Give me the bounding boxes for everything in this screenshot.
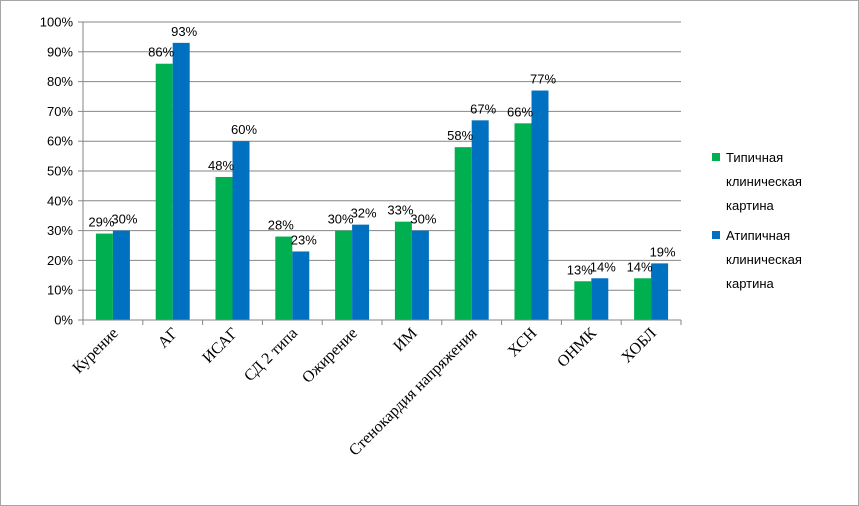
y-tick-label: 20% [47, 253, 73, 268]
data-label: 93% [171, 24, 197, 39]
data-label: 14% [590, 259, 616, 274]
y-axis: 0% 10% 20% 30% 40% 50% 60% 70% 80% 90% 100% [40, 15, 84, 328]
y-tick-label: 10% [47, 283, 73, 298]
bar [574, 281, 592, 320]
y-tick-label: 80% [47, 74, 73, 89]
x-tick-label: ИСАГ [199, 325, 241, 367]
bar [634, 278, 652, 320]
legend-label: Типичная [726, 150, 783, 165]
bar [112, 230, 130, 320]
data-label: 30% [111, 212, 137, 227]
legend-label: клиническая [726, 252, 802, 267]
bar [454, 147, 472, 320]
data-label: 23% [291, 232, 317, 247]
y-tick-label: 60% [47, 134, 73, 149]
x-tick-label: ОНМК [554, 325, 600, 371]
data-label: 58% [447, 128, 473, 143]
bar [95, 233, 113, 320]
data-label: 48% [208, 158, 234, 173]
x-tick-label: Стенокардия напряжения [346, 324, 481, 459]
data-label: 29% [88, 215, 114, 230]
data-label: 13% [567, 262, 593, 277]
y-tick-label: 0% [54, 313, 73, 328]
y-tick-label: 30% [47, 223, 73, 238]
x-tick-label: Ожирение [299, 325, 361, 387]
bar [172, 42, 190, 321]
data-label: 60% [231, 122, 257, 137]
bar [471, 120, 489, 320]
bar [335, 230, 353, 320]
y-tick-label: 50% [47, 164, 73, 179]
y-tick-label: 70% [47, 104, 73, 119]
legend-label: клиническая [726, 174, 802, 189]
bar [232, 141, 250, 320]
legend-swatch [712, 231, 720, 239]
data-label: 77% [530, 72, 556, 87]
bar [292, 251, 310, 320]
x-tick-label: ИМ [390, 325, 420, 355]
data-label: 32% [351, 206, 377, 221]
bar [155, 63, 173, 320]
legend-swatch [712, 153, 720, 161]
data-label: 28% [268, 218, 294, 233]
bar [514, 123, 532, 320]
bar [531, 90, 549, 320]
x-tick-label: ХСН [505, 324, 541, 360]
data-label: 86% [148, 45, 174, 60]
bar [352, 224, 370, 320]
bar [394, 221, 412, 320]
x-tick-label: ХОБЛ [618, 325, 660, 367]
data-label: 30% [410, 212, 436, 227]
x-tick-label: Курение [70, 325, 122, 377]
legend-label: Атипичная [726, 228, 790, 243]
bar [215, 176, 233, 320]
bars [95, 42, 669, 321]
legend: Типичная клиническая картина Атипичная клини… [712, 150, 802, 291]
x-tick-label: АГ [155, 325, 182, 352]
y-tick-label: 40% [47, 193, 73, 208]
data-label: 19% [650, 244, 676, 259]
x-tick-label: СД 2 типа [241, 325, 301, 385]
data-label: 33% [387, 203, 413, 218]
data-label: 14% [627, 259, 653, 274]
legend-label: картина [726, 276, 775, 291]
legend-label: картина [726, 198, 775, 213]
bar [651, 263, 669, 320]
bar [411, 230, 429, 320]
bar [591, 278, 609, 320]
data-labels: 29%30%86%93%48%60%28%23%30%32% 33%30%58%6… [88, 24, 676, 277]
data-label: 67% [470, 101, 496, 116]
y-tick-label: 90% [47, 44, 73, 59]
data-label: 30% [328, 212, 354, 227]
y-tick-label: 100% [40, 15, 74, 30]
bar [275, 236, 293, 320]
data-label: 66% [507, 104, 533, 119]
